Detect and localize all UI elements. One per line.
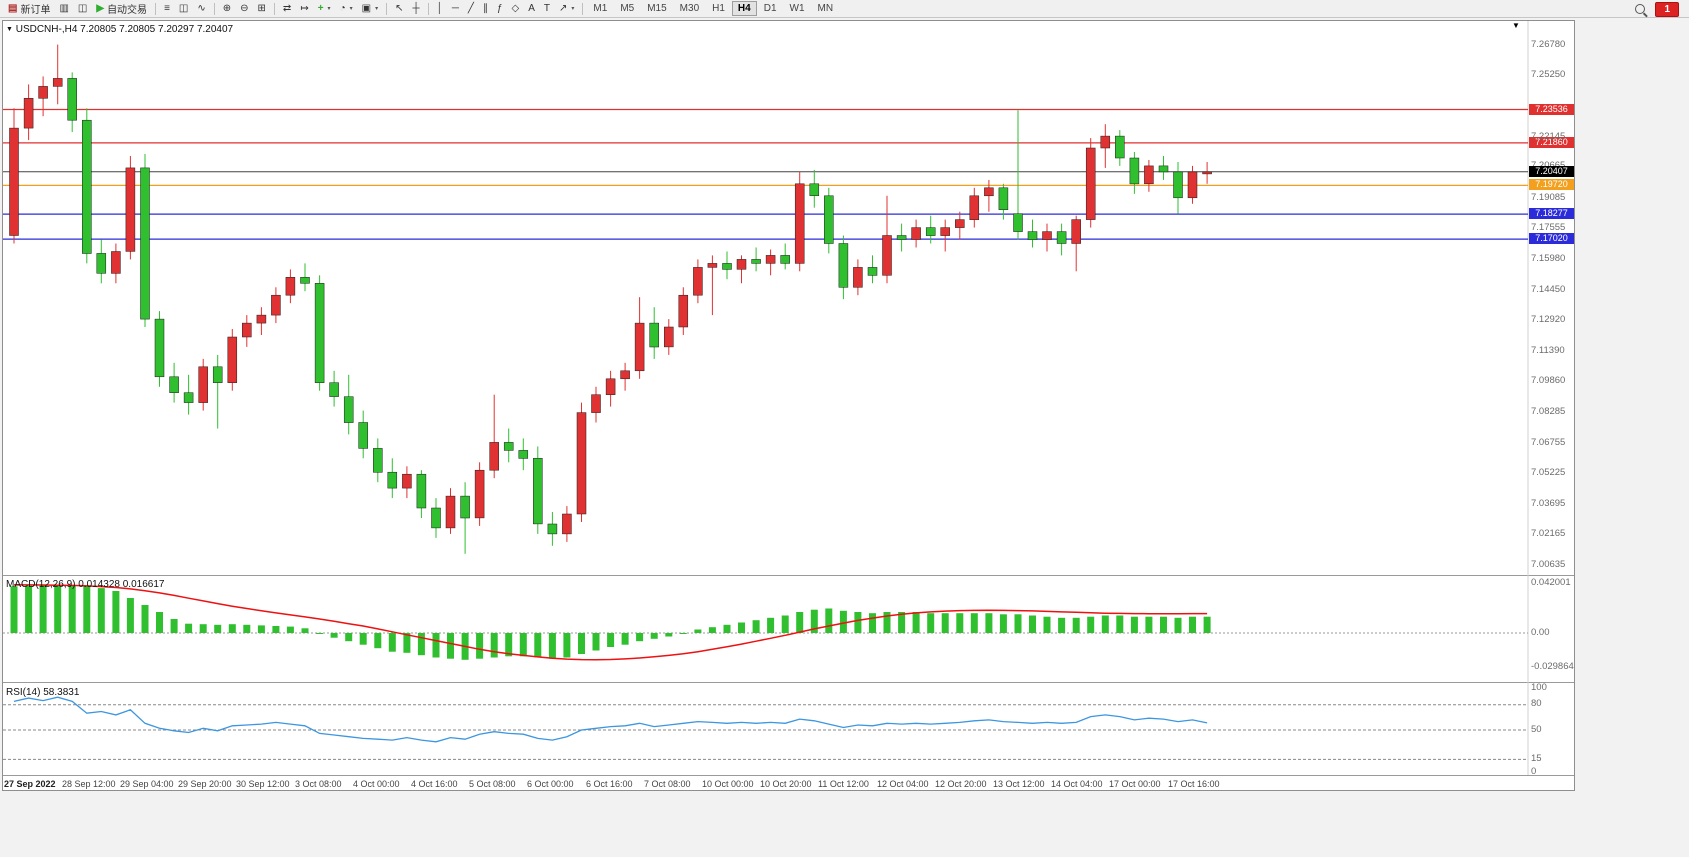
zoom-in-icon[interactable]: ⊕ xyxy=(219,1,235,17)
fibonacci-icon[interactable]: ƒ xyxy=(493,1,507,17)
zoom-in-icon-glyph: ⊕ xyxy=(222,2,232,14)
profiles-icon-glyph: ▥ xyxy=(59,2,69,14)
toolbar-separator xyxy=(582,2,584,15)
timeframe-w1[interactable]: W1 xyxy=(784,1,811,16)
toolbar-items: ▤ 新订单 ▥ ◫ ▶ 自动交易 ≡ ◫ ∿ ⊕ ⊖ ⊞ ⇄ ↦ + ▾ ◔ ▾ ▣ ▾ ↖ ┼ │ ─ ╱ ∥ ƒ ◇ A T ↗ ▾ M1 M… xyxy=(4,1,839,17)
zoom-out-icon-glyph: ⊖ xyxy=(240,2,249,14)
cursor-icon-glyph: ↖ xyxy=(395,2,404,14)
chart-symbol-title: USDCNH-,H4 xyxy=(15,24,78,35)
text-label-icon-glyph: T xyxy=(543,2,550,14)
dropdown-caret-icon: ▾ xyxy=(349,6,353,12)
text-icon-glyph: A xyxy=(528,2,535,14)
search-icon[interactable] xyxy=(1635,4,1646,14)
crosshair-icon[interactable]: ┼ xyxy=(408,1,423,17)
equidistant-channel-icon-glyph: ∥ xyxy=(482,2,488,14)
bar-chart-mode-icon-glyph: ≡ xyxy=(164,2,170,14)
autotrading-button-label: 自动交易 xyxy=(107,5,148,16)
timeframe-m1[interactable]: M1 xyxy=(587,1,613,16)
toolbar-right: 1 xyxy=(1635,0,1679,18)
candlestick-mode-icon-glyph: ◫ xyxy=(178,2,189,14)
trendline-icon[interactable]: ╱ xyxy=(464,1,478,17)
rsi-label: RSI(14) 58.3831 xyxy=(6,687,80,698)
shapes-icon[interactable]: ◇ xyxy=(508,1,524,17)
chart-collapse-icon[interactable]: ▼ xyxy=(6,26,13,33)
auto-scroll-icon[interactable]: ⇄ xyxy=(279,1,295,17)
arrows-icon-glyph: ↗ xyxy=(559,2,568,14)
shapes-icon-glyph: ◇ xyxy=(511,2,520,14)
vertical-line-icon-glyph: │ xyxy=(436,2,443,14)
horizontal-line-icon[interactable]: ─ xyxy=(448,1,463,17)
toolbar-separator xyxy=(155,2,157,15)
arrows-icon[interactable]: ↗ ▾ xyxy=(555,1,578,17)
notification-badge[interactable]: 1 xyxy=(1655,1,1679,17)
cursor-icon[interactable]: ↖ xyxy=(391,1,407,17)
templates-icon-glyph: ▣ xyxy=(361,2,372,14)
new-chart-icon-glyph: + xyxy=(317,2,324,14)
dropdown-caret-icon: ▾ xyxy=(375,6,379,12)
auto-scroll-icon-glyph: ⇄ xyxy=(282,2,292,14)
period-icon[interactable]: ◔ ▾ xyxy=(336,1,357,17)
toolbar-separator xyxy=(427,2,429,15)
bar-chart-mode-icon[interactable]: ≡ xyxy=(160,1,174,17)
horizontal-line-icon-glyph: ─ xyxy=(451,2,459,14)
timeframe-h4[interactable]: H4 xyxy=(731,1,757,16)
tile-windows-icon-glyph: ⊞ xyxy=(257,2,266,14)
timeframe-mn[interactable]: MN xyxy=(812,1,840,16)
toolbar-separator xyxy=(386,2,388,15)
chart-title-bar: ▼ USDCNH-,H4 7.20805 7.20805 7.20297 7.2… xyxy=(6,24,233,35)
period-icon-glyph: ◔ xyxy=(339,2,346,14)
data-window-icon-glyph: ◫ xyxy=(77,2,88,14)
new-chart-icon[interactable]: + ▾ xyxy=(314,1,335,17)
autotrading-glyph: ▶ xyxy=(96,2,105,14)
text-icon[interactable]: A xyxy=(524,1,539,17)
text-label-icon[interactable]: T xyxy=(540,1,554,17)
tile-windows-icon[interactable]: ⊞ xyxy=(254,1,270,17)
dropdown-caret-icon: ▾ xyxy=(571,6,575,12)
crosshair-icon-glyph: ┼ xyxy=(412,2,420,14)
vertical-line-icon[interactable]: │ xyxy=(433,1,447,17)
timeframe-m30[interactable]: M30 xyxy=(674,1,705,16)
templates-icon[interactable]: ▣ ▾ xyxy=(358,1,382,17)
candlestick-mode-icon[interactable]: ◫ xyxy=(175,1,192,17)
line-chart-mode-icon[interactable]: ∿ xyxy=(193,1,209,17)
toolbar-separator xyxy=(213,2,215,15)
chart-shift-icon-glyph: ↦ xyxy=(300,2,309,14)
new-order-glyph: ▤ xyxy=(8,2,18,14)
dropdown-caret-icon: ▾ xyxy=(327,6,331,12)
timeframe-m15[interactable]: M15 xyxy=(641,1,672,16)
chart-ohlc-values: 7.20805 7.20805 7.20297 7.20407 xyxy=(80,24,234,35)
timeframe-m5[interactable]: M5 xyxy=(614,1,640,16)
chart-window[interactable] xyxy=(2,20,1575,791)
main-toolbar: ▤ 新订单 ▥ ◫ ▶ 自动交易 ≡ ◫ ∿ ⊕ ⊖ ⊞ ⇄ ↦ + ▾ ◔ ▾ ▣ ▾ ↖ ┼ │ ─ ╱ ∥ ƒ ◇ A T ↗ ▾ M1 M… xyxy=(0,0,1689,18)
new-order-button[interactable]: ▤ 新订单 xyxy=(4,1,54,17)
timeframe-h1[interactable]: H1 xyxy=(706,1,731,16)
data-window-icon[interactable]: ◫ xyxy=(74,1,91,17)
profiles-icon[interactable]: ▥ xyxy=(55,1,72,17)
trendline-icon-glyph: ╱ xyxy=(467,2,474,14)
chart-shift-icon[interactable]: ↦ xyxy=(296,1,312,17)
equidistant-channel-icon[interactable]: ∥ xyxy=(479,1,492,17)
macd-label: MACD(12,26,9) 0.014328 0.016617 xyxy=(6,579,165,590)
timeframe-d1[interactable]: D1 xyxy=(758,1,783,16)
toolbar-separator xyxy=(273,2,275,15)
zoom-out-icon[interactable]: ⊖ xyxy=(236,1,252,17)
new-order-button-label: 新订单 xyxy=(20,5,51,16)
autotrading-button[interactable]: ▶ 自动交易 xyxy=(92,1,151,17)
fibonacci-icon-glyph: ƒ xyxy=(496,2,503,14)
price-scale-menu-icon[interactable]: ▼ xyxy=(1512,21,1520,30)
line-chart-mode-icon-glyph: ∿ xyxy=(197,2,206,14)
